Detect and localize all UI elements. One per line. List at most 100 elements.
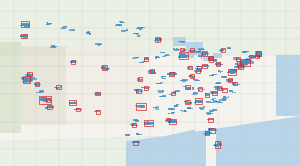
Bar [40, 100, 45, 101]
Bar [233, 70, 236, 71]
Bar [228, 48, 231, 49]
Bar [135, 105, 140, 106]
Bar [132, 124, 135, 125]
Bar [217, 143, 222, 145]
Bar [186, 87, 189, 89]
Bar [26, 81, 31, 82]
Bar [31, 74, 33, 75]
Bar [172, 73, 175, 74]
Bar [242, 61, 246, 63]
Bar [232, 92, 236, 93]
Polygon shape [276, 55, 300, 116]
Bar [230, 70, 233, 71]
Bar [196, 51, 198, 53]
Bar [144, 58, 148, 59]
Bar [211, 129, 214, 130]
Bar [216, 144, 218, 145]
Bar [233, 71, 236, 73]
Bar [135, 141, 140, 143]
Bar [233, 57, 238, 58]
Bar [137, 27, 141, 29]
Bar [137, 78, 139, 79]
Bar [160, 38, 162, 40]
Bar [136, 57, 140, 58]
Bar [179, 55, 184, 56]
Bar [197, 101, 200, 102]
Bar [98, 44, 101, 46]
Bar [244, 62, 246, 63]
Bar [71, 61, 73, 62]
Bar [228, 71, 233, 72]
Bar [256, 55, 259, 58]
Bar [243, 62, 245, 63]
Polygon shape [206, 129, 216, 166]
Bar [202, 52, 206, 54]
Bar [166, 118, 170, 122]
Bar [215, 144, 219, 145]
Bar [155, 38, 157, 40]
Bar [97, 93, 101, 95]
Bar [194, 80, 199, 82]
Bar [237, 67, 242, 68]
Bar [241, 65, 243, 67]
Bar [44, 100, 49, 101]
Bar [20, 77, 26, 79]
Bar [181, 55, 186, 56]
Bar [174, 91, 178, 92]
Bar [215, 88, 220, 90]
Bar [214, 92, 216, 93]
Bar [188, 87, 191, 88]
Bar [137, 79, 142, 81]
Bar [222, 88, 227, 92]
Bar [209, 57, 211, 58]
Bar [73, 102, 76, 104]
Bar [183, 54, 186, 56]
Bar [23, 25, 28, 26]
Bar [159, 39, 163, 40]
Bar [71, 61, 73, 63]
Bar [233, 71, 235, 72]
Bar [219, 143, 221, 145]
Bar [209, 110, 214, 112]
Bar [184, 79, 188, 81]
Polygon shape [126, 129, 195, 166]
Bar [151, 70, 155, 72]
Bar [171, 120, 173, 121]
Bar [208, 57, 212, 59]
Bar [215, 63, 219, 65]
Bar [254, 55, 256, 56]
Bar [100, 43, 102, 44]
Bar [214, 92, 217, 93]
Bar [246, 62, 248, 63]
Bar [209, 113, 213, 114]
Bar [183, 55, 184, 56]
Bar [196, 66, 201, 67]
Bar [203, 106, 205, 108]
Bar [50, 107, 54, 108]
Bar [223, 89, 227, 90]
Bar [201, 54, 205, 55]
Bar [214, 86, 219, 88]
Bar [41, 98, 46, 100]
Bar [227, 79, 232, 81]
Bar [144, 122, 149, 124]
Bar [134, 90, 139, 91]
Bar [120, 22, 124, 23]
Bar [103, 67, 105, 68]
Bar [46, 107, 51, 108]
Bar [28, 75, 33, 76]
Bar [184, 101, 186, 102]
Bar [169, 94, 173, 95]
Bar [141, 106, 146, 107]
Bar [87, 33, 90, 34]
Bar [157, 38, 161, 39]
Bar [242, 61, 246, 62]
Bar [230, 72, 234, 73]
Bar [182, 55, 187, 56]
Bar [96, 110, 100, 114]
Bar [256, 53, 260, 55]
Bar [169, 119, 176, 124]
Bar [215, 141, 220, 148]
Bar [160, 52, 165, 53]
Bar [211, 130, 216, 131]
